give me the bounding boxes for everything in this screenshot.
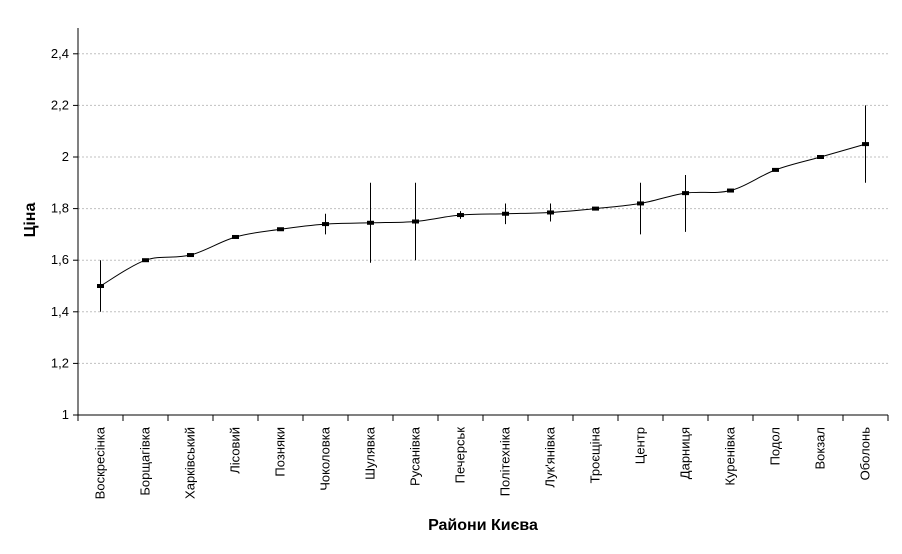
data-point bbox=[142, 258, 149, 263]
y-tick-label: 1,8 bbox=[51, 201, 69, 216]
price-series bbox=[97, 105, 869, 312]
x-tick-label: Воскресінка bbox=[93, 426, 108, 499]
y-axis-title: Ціна bbox=[22, 203, 39, 238]
data-point bbox=[682, 191, 689, 196]
data-point bbox=[727, 188, 734, 193]
data-point bbox=[547, 210, 554, 215]
x-axis-ticks: Воскресінка Борщагівка Харківський Лісовий П… bbox=[77, 415, 889, 499]
x-tick-label: Чоколовка bbox=[318, 426, 333, 491]
x-tick-label: Куренівка bbox=[723, 426, 738, 485]
data-point bbox=[97, 284, 104, 288]
x-tick-label: Русанівка bbox=[408, 426, 423, 486]
data-point bbox=[412, 219, 419, 224]
x-tick-label: Шулявка bbox=[363, 426, 378, 480]
data-point bbox=[772, 167, 779, 172]
data-point bbox=[817, 155, 824, 159]
x-tick-label: Лук'янівка bbox=[543, 426, 558, 487]
axes bbox=[77, 28, 888, 416]
x-tick-label: Центр bbox=[633, 427, 648, 464]
data-point bbox=[322, 222, 329, 227]
grid-lines bbox=[78, 53, 888, 364]
x-tick-label: Борщагівка bbox=[138, 426, 153, 495]
x-tick-label: Оболонь bbox=[858, 427, 873, 481]
y-tick-label: 2,4 bbox=[51, 46, 69, 61]
data-point bbox=[277, 227, 284, 232]
y-tick-label: 2,2 bbox=[51, 97, 69, 112]
data-point bbox=[592, 206, 599, 211]
data-point bbox=[457, 213, 464, 218]
y-tick-label: 1,4 bbox=[51, 304, 69, 319]
x-axis-title: Райони Києва bbox=[428, 517, 538, 534]
x-tick-label: Подол bbox=[768, 427, 783, 465]
data-point bbox=[502, 211, 509, 216]
y-axis-ticks: 1 1,2 1,4 1,6 1,8 2 2,2 2,4 bbox=[51, 46, 78, 422]
data-point bbox=[637, 201, 644, 206]
x-tick-label: Політехніка bbox=[498, 426, 513, 496]
x-tick-label: Троєщіна bbox=[588, 426, 603, 483]
series-line bbox=[100, 143, 866, 287]
data-point bbox=[367, 220, 374, 225]
y-tick-label: 1,6 bbox=[51, 252, 69, 267]
x-tick-label: Позняки bbox=[273, 427, 288, 477]
x-tick-label: Печерськ bbox=[453, 427, 468, 484]
y-tick-label: 1,2 bbox=[51, 355, 69, 370]
x-tick-label: Харківський bbox=[183, 427, 198, 499]
data-point bbox=[187, 253, 194, 258]
y-tick-label: 2 bbox=[62, 149, 69, 164]
x-tick-label: Дарниця bbox=[678, 427, 693, 479]
data-point bbox=[862, 142, 869, 147]
x-tick-label: Лісовий bbox=[228, 427, 243, 474]
y-tick-label: 1 bbox=[62, 407, 69, 422]
x-tick-label: Вокзал bbox=[813, 427, 828, 470]
data-point bbox=[232, 234, 239, 239]
